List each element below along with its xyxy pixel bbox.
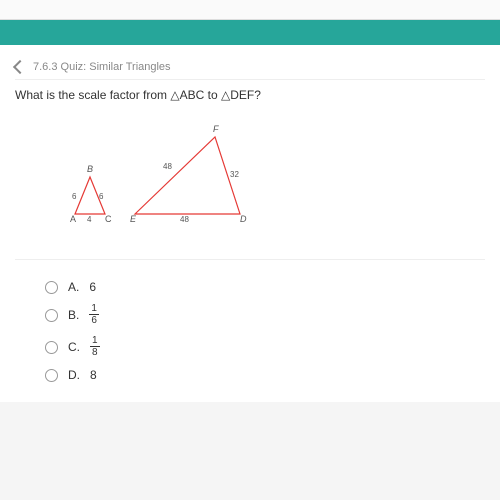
vertex-c: C <box>105 214 112 224</box>
vertex-a: A <box>70 214 76 224</box>
frac-den: 6 <box>91 315 97 326</box>
vertex-d: D <box>240 214 247 224</box>
radio-icon[interactable] <box>45 341 58 354</box>
vertex-e: E <box>130 214 137 224</box>
option-d[interactable]: D. 8 <box>45 363 455 387</box>
divider <box>15 259 485 260</box>
side-bc: 6 <box>99 192 104 201</box>
option-a-letter: A. <box>68 280 79 294</box>
q-suffix: ? <box>254 88 261 102</box>
option-b-fraction: 1 6 <box>89 304 99 326</box>
frac-num: 1 <box>90 336 100 347</box>
top-bar <box>0 0 500 20</box>
q-tri1: ABC <box>180 88 205 102</box>
radio-icon[interactable] <box>45 281 58 294</box>
side-ab: 6 <box>72 192 77 201</box>
diagram-svg: A B C 6 6 4 E F D 48 32 48 <box>35 119 275 229</box>
q-mid: to <box>204 88 221 102</box>
vertex-f: F <box>213 124 219 134</box>
option-a[interactable]: A. 6 <box>45 275 455 299</box>
side-ac: 4 <box>87 215 92 224</box>
vertex-b: B <box>87 164 93 174</box>
option-d-value: 8 <box>90 368 97 382</box>
side-ed: 48 <box>180 215 189 224</box>
option-c-fraction: 1 8 <box>90 336 100 358</box>
question-text: What is the scale factor from △ABC to △D… <box>15 80 485 114</box>
option-c-letter: C. <box>68 340 80 354</box>
option-b-letter: B. <box>68 308 79 322</box>
frac-num: 1 <box>89 304 99 315</box>
q-tri2: DEF <box>230 88 254 102</box>
side-fd: 32 <box>230 170 239 179</box>
answer-options: A. 6 B. 1 6 C. 1 8 D. 8 <box>15 270 485 392</box>
radio-icon[interactable] <box>45 369 58 382</box>
option-d-letter: D. <box>68 368 80 382</box>
frac-den: 8 <box>92 347 98 358</box>
option-c[interactable]: C. 1 8 <box>45 331 455 363</box>
triangle-diagram: A B C 6 6 4 E F D 48 32 48 <box>15 114 485 249</box>
back-icon[interactable] <box>13 60 27 74</box>
breadcrumb-text: 7.6.3 Quiz: Similar Triangles <box>33 61 171 73</box>
breadcrumb[interactable]: 7.6.3 Quiz: Similar Triangles <box>15 55 485 80</box>
radio-icon[interactable] <box>45 309 58 322</box>
option-a-value: 6 <box>89 280 96 294</box>
content-area: 7.6.3 Quiz: Similar Triangles What is th… <box>0 45 500 402</box>
option-b[interactable]: B. 1 6 <box>45 299 455 331</box>
triangle-def <box>135 137 240 214</box>
header-bar <box>0 20 500 45</box>
side-ef: 48 <box>163 162 172 171</box>
q-prefix: What is the scale factor from <box>15 88 170 102</box>
